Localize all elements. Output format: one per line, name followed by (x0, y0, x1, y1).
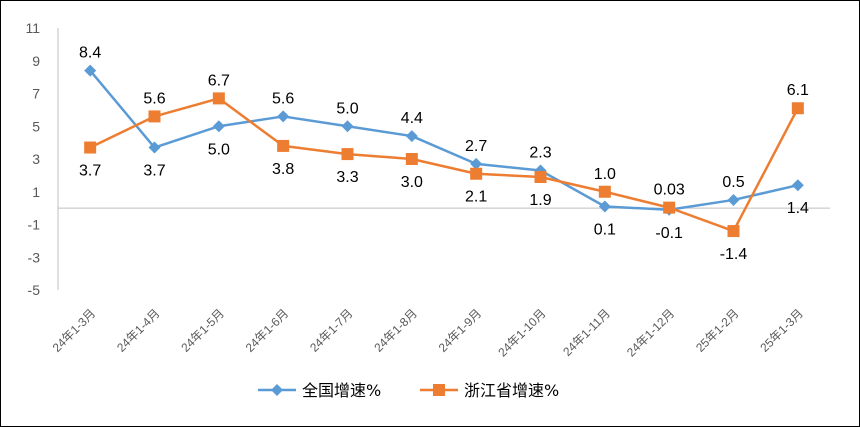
data-point-square (405, 153, 418, 165)
x-tick-label: 24年1-8月 (371, 306, 420, 355)
data-point-diamond (148, 141, 161, 154)
axes (57, 28, 830, 290)
data-label: 4.4 (401, 110, 423, 127)
data-label: 1.9 (529, 192, 551, 209)
data-point-square (341, 148, 354, 161)
legend-marker-diamond (271, 384, 283, 396)
data-label: 2.3 (529, 144, 551, 161)
x-tick-label: 24年1-11月 (560, 306, 613, 359)
data-label: 5.0 (208, 141, 230, 158)
data-label: -0.1 (655, 225, 683, 242)
x-tick-label: 24年1-6月 (243, 306, 292, 355)
y-tick-label: -3 (28, 249, 41, 265)
series-line (89, 97, 799, 233)
data-point-diamond (277, 110, 290, 123)
y-tick-label: 9 (32, 53, 40, 69)
x-tick-label: 24年1-12月 (624, 306, 677, 359)
legend-marker-square (433, 384, 445, 396)
y-axis-labels: 11 9 7 5 3 1 -1 -3 -5 (25, 20, 40, 298)
data-label: 5.6 (143, 90, 165, 107)
data-label: 0.03 (654, 182, 685, 199)
data-point-diamond (791, 179, 804, 192)
y-tick-label: 5 (32, 118, 40, 134)
y-tick-label: 11 (25, 20, 40, 36)
x-axis-labels: 24年1-3月 24年1-4月 24年1-5月 24年1-6月 24年1-7月 24年1-… (50, 306, 806, 359)
data-point-diamond (84, 64, 97, 77)
data-labels: 8.4 3.7 3.7 5.6 5.0 6.7 5.6 3.8 5.0 3.3 4.4 3.0 2.7 2… (79, 45, 809, 263)
y-tick-label: -5 (28, 282, 41, 298)
data-point-diamond (212, 120, 225, 133)
x-tick-label: 24年1-5月 (178, 306, 227, 355)
data-point-square (598, 185, 611, 198)
data-point-square (534, 171, 547, 184)
x-tick-label: 24年1-9月 (436, 306, 485, 355)
data-point-square (148, 110, 161, 123)
data-label: 3.3 (336, 169, 358, 186)
x-tick-label: 24年1-10月 (495, 306, 548, 359)
data-point-square (212, 92, 225, 105)
data-point-square (470, 167, 483, 180)
data-label: 0.5 (722, 174, 744, 191)
data-point-square (663, 201, 676, 214)
data-label: -1.4 (720, 246, 748, 263)
data-label: 2.7 (465, 138, 487, 155)
data-label: 3.0 (401, 174, 423, 191)
data-point-square (727, 225, 740, 238)
data-label: 1.4 (787, 200, 809, 217)
data-label: 5.0 (336, 100, 358, 117)
data-label: 5.6 (272, 90, 294, 107)
data-point-diamond (405, 130, 418, 143)
data-point-square (791, 102, 804, 115)
legend: 全国增速% 浙江省增速% (258, 381, 559, 400)
x-tick-label: 24年1-7月 (307, 306, 356, 355)
x-tick-label: 25年1-3月 (757, 306, 806, 355)
data-point-diamond (727, 193, 740, 206)
x-tick-label: 25年1-2月 (693, 306, 742, 355)
data-label: 2.1 (465, 189, 487, 206)
x-tick-label: 24年1-4月 (114, 306, 163, 355)
series-layer (84, 64, 804, 238)
y-tick-label: 1 (32, 184, 40, 200)
data-label: 3.8 (272, 161, 294, 178)
data-label: 6.1 (787, 82, 809, 99)
data-label: 6.7 (208, 72, 230, 89)
y-tick-label: -1 (28, 217, 41, 233)
data-label: 1.0 (594, 166, 616, 183)
data-label: 0.1 (594, 221, 616, 238)
data-point-diamond (598, 200, 611, 213)
y-tick-label: 7 (32, 86, 40, 102)
data-point-diamond (470, 157, 483, 170)
data-point-diamond (341, 120, 354, 133)
data-label: 3.7 (79, 163, 101, 180)
x-tick-label: 24年1-3月 (50, 306, 99, 355)
data-label: 3.7 (143, 163, 165, 180)
y-tick-label: 3 (32, 151, 40, 167)
data-label: 8.4 (79, 45, 101, 62)
data-point-square (277, 139, 290, 152)
legend-label: 全国增速% (302, 381, 381, 400)
data-point-square (84, 141, 97, 154)
legend-label: 浙江省增速% (464, 381, 559, 400)
series-line (89, 69, 799, 212)
